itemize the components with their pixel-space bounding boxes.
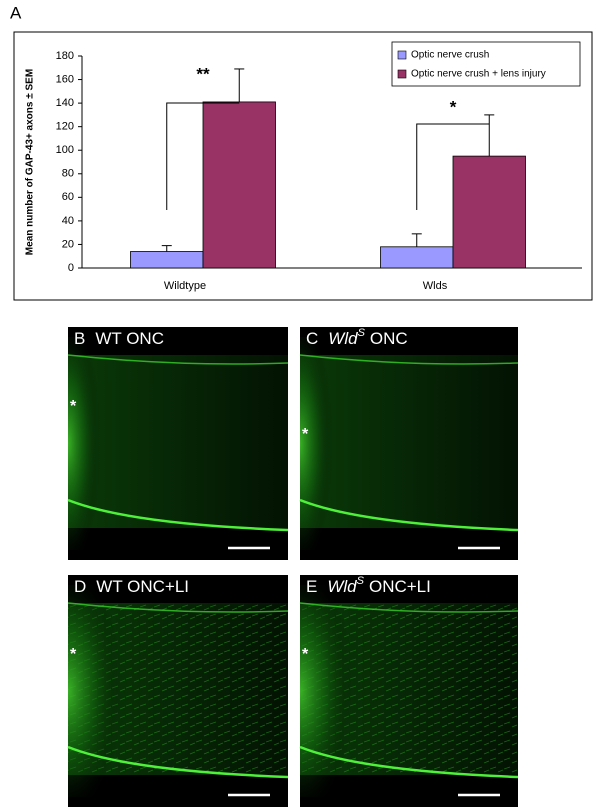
y-tick-label: 40 [62, 215, 74, 227]
y-tick-label: 100 [56, 144, 74, 156]
legend-frame [391, 41, 581, 87]
condition: ONC+LI [369, 577, 431, 596]
crush-marker: * [302, 426, 309, 443]
y-tick-label: 120 [56, 121, 74, 133]
crush-site-glow [68, 337, 123, 550]
significance-label: * [450, 97, 457, 116]
y-tick-label: 180 [56, 50, 74, 62]
crush-marker: * [70, 398, 77, 415]
significance-bracket [416, 123, 490, 210]
panel-label: D WT ONC+LI [74, 577, 189, 596]
micrograph: D WT ONC+LI * [67, 575, 289, 807]
crush-marker: * [302, 646, 309, 663]
significance-bracket [166, 102, 240, 210]
bar [452, 155, 526, 269]
border-top [299, 602, 519, 613]
border-top [67, 602, 289, 613]
bar [380, 246, 454, 269]
panel-letter: E [306, 577, 317, 596]
bar [202, 101, 276, 269]
panel-label: E WldS ONC+LI [306, 575, 431, 597]
superscript: S [358, 327, 366, 339]
panel-letter: B [74, 329, 85, 348]
genotype: Wld [328, 329, 358, 348]
y-tick-label: 60 [62, 191, 74, 203]
border-top [299, 354, 519, 365]
panel-letter: D [74, 577, 86, 596]
border-bottom [67, 745, 289, 779]
y-axis-label: Mean number of GAP-43+ axons ± SEM [25, 69, 36, 255]
x-tick-label: Wildtype [164, 280, 206, 292]
genotype: Wld [327, 577, 357, 596]
significance-label: ** [196, 64, 210, 83]
error-bar [234, 68, 245, 102]
y-tick-label: 160 [56, 73, 74, 85]
figure-label: A [10, 3, 22, 22]
border-bottom [67, 498, 289, 532]
superscript: S [357, 575, 365, 587]
legend-label: Optic nerve crush [411, 50, 489, 61]
y-tick-label: 140 [56, 97, 74, 109]
crush-site-glow [300, 337, 355, 550]
error-bar [411, 233, 422, 247]
x-tick-label: Wlds [423, 280, 448, 292]
panel-label: C WldS ONC [306, 327, 408, 349]
bar [130, 251, 204, 269]
border-bottom [299, 498, 519, 532]
crush-marker: * [70, 646, 77, 663]
y-tick-label: 20 [62, 238, 74, 250]
condition: WT ONC+LI [96, 577, 189, 596]
condition: WT ONC [95, 329, 164, 348]
crush-site-glow [68, 585, 158, 797]
legend-label: Optic nerve crush + lens injury [411, 69, 546, 80]
panel-letter: C [306, 329, 318, 348]
micrograph: C WldS ONC * [299, 327, 519, 560]
crush-site-glow [300, 585, 390, 797]
condition: ONC [370, 329, 408, 348]
error-bar [161, 245, 172, 252]
micrograph: E WldS ONC+LI * [299, 575, 519, 807]
error-bar [484, 114, 495, 157]
legend-swatch [397, 69, 407, 79]
border-top [67, 354, 289, 365]
legend-swatch [397, 50, 407, 60]
micrographs: B WT ONC*C WldS ONC*D WT ONC+LI*E WldS ONC+LI* [67, 327, 519, 807]
border-bottom [299, 745, 519, 779]
y-tick-label: 80 [62, 168, 74, 180]
legend: Optic nerve crush Optic nerve crush + len… [391, 41, 581, 87]
y-tick-label: 0 [68, 262, 74, 274]
micrograph: B WT ONC * [67, 327, 289, 560]
panel-label: B WT ONC [74, 329, 164, 348]
